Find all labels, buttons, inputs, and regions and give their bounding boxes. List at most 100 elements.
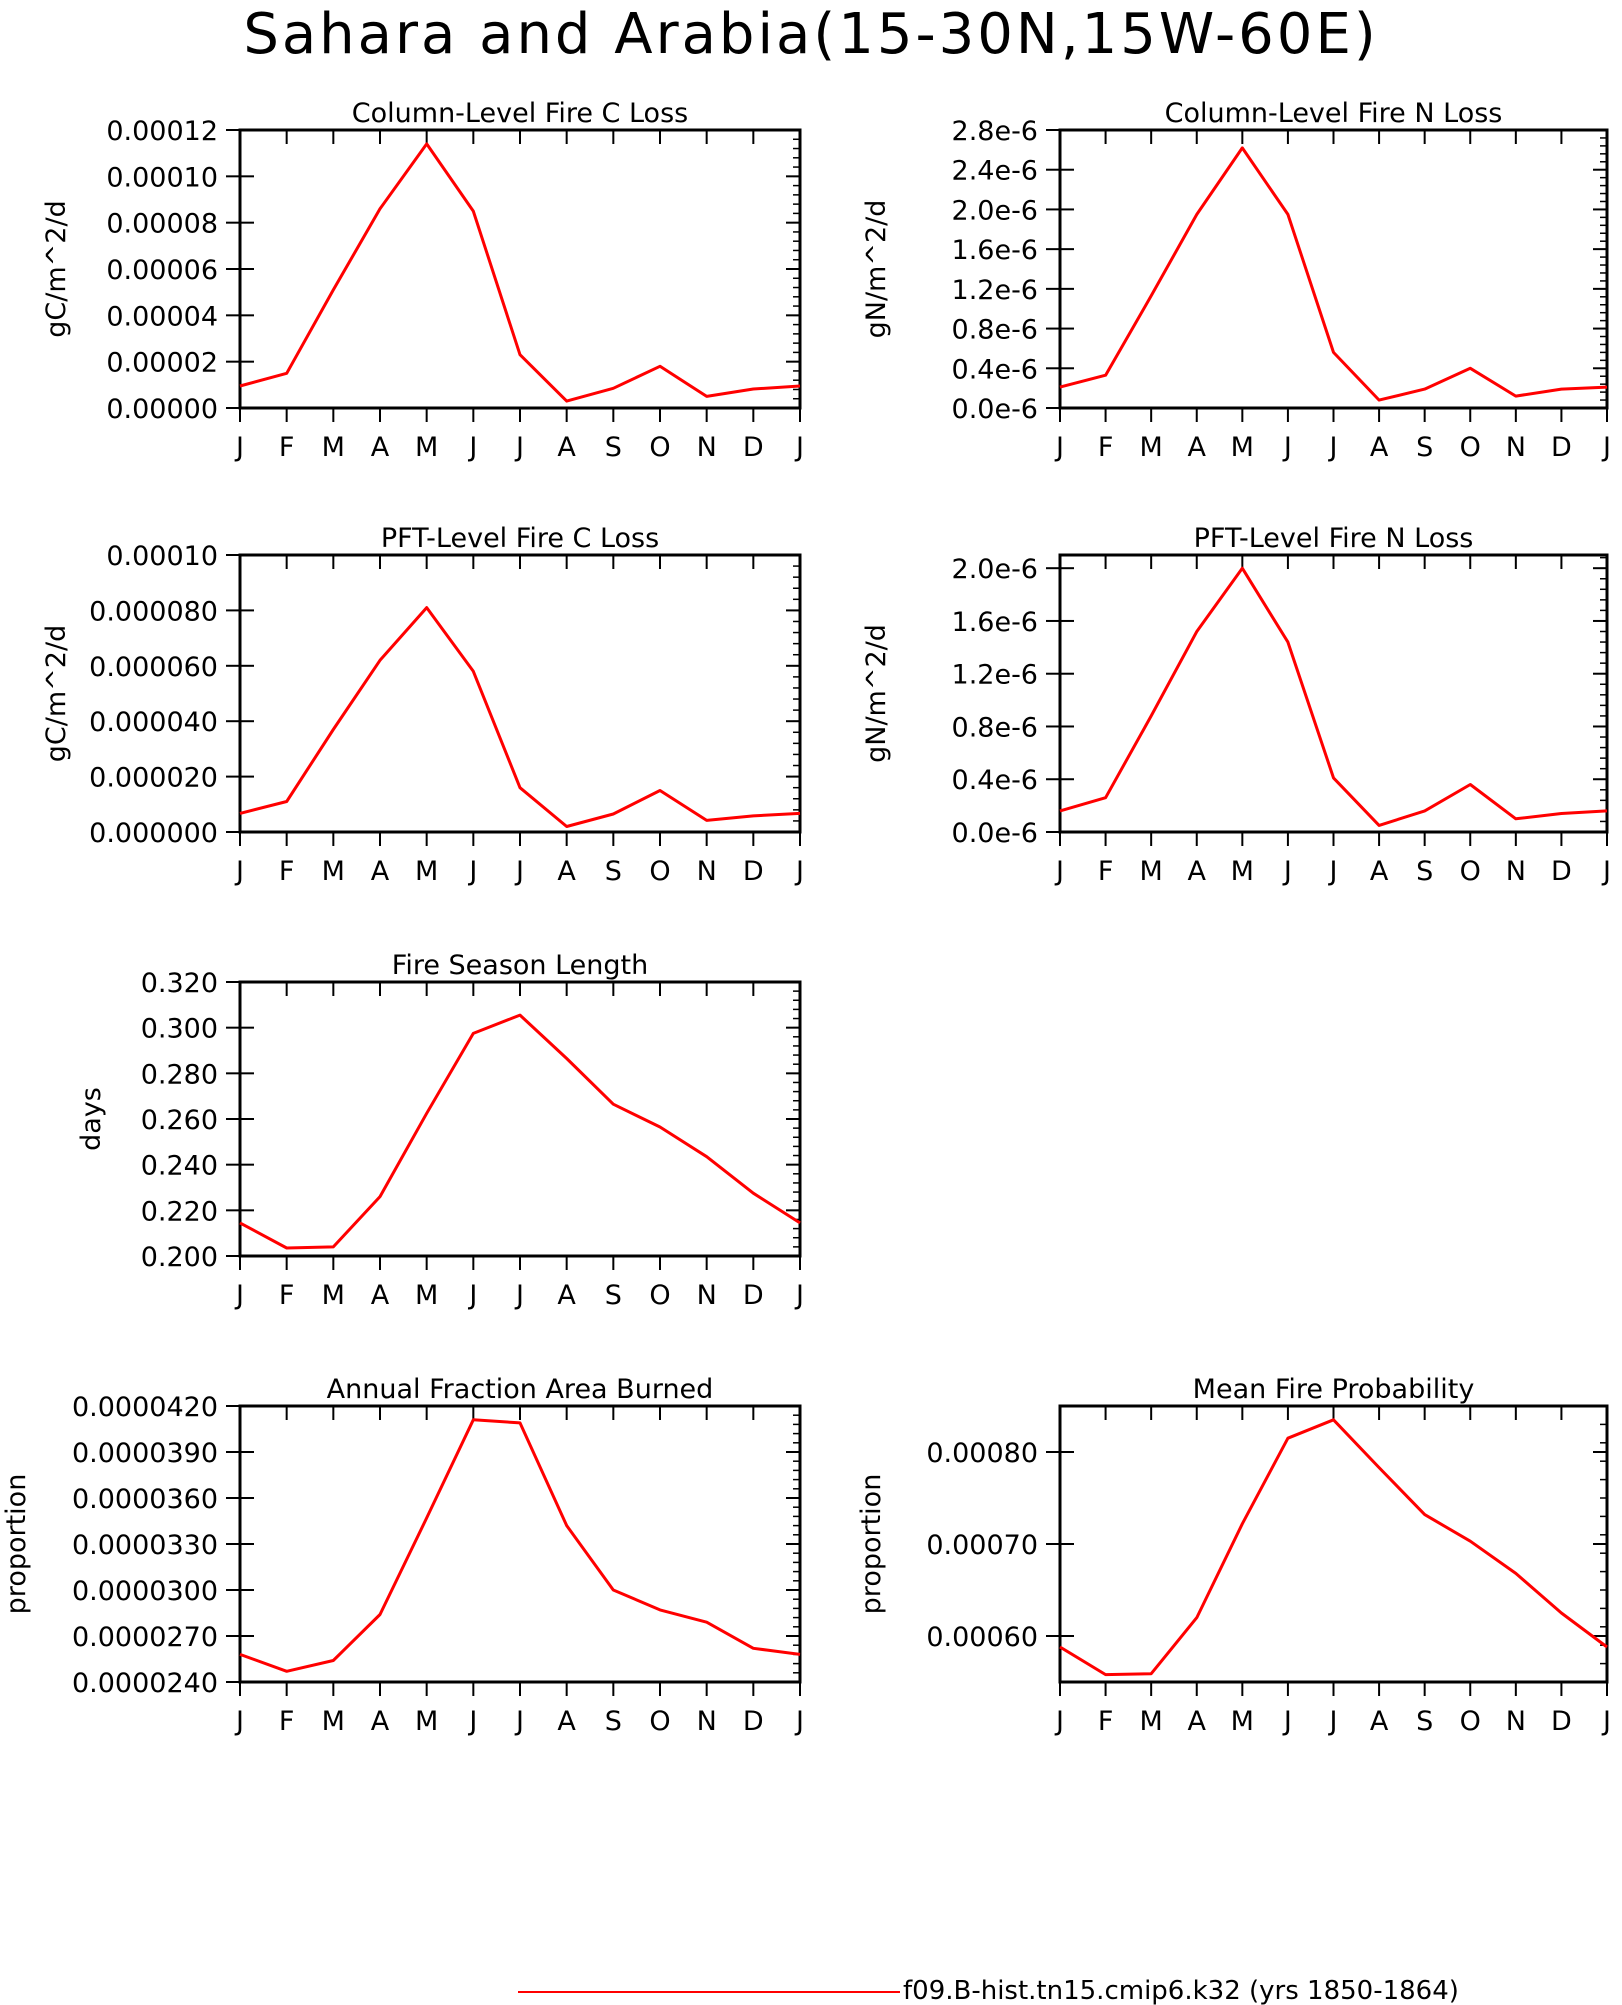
x-tick-label: J [1601,856,1611,887]
x-tick-label: J [467,1706,477,1737]
x-tick-label: J [794,1706,804,1737]
x-tick-label: A [371,432,390,463]
x-tick-label: S [605,1280,622,1311]
y-tick-label: 0.00010 [106,541,218,572]
x-tick-label: D [1551,432,1572,463]
x-tick-label: A [371,856,390,887]
x-tick-label: S [605,1706,622,1737]
y-tick-label: 0.8e-6 [952,712,1038,743]
x-tick-label: J [1054,1706,1064,1737]
x-tick-label: M [415,1280,438,1311]
x-tick-label: J [467,1280,477,1311]
x-tick-label: N [697,856,717,887]
x-tick-label: N [697,1706,717,1737]
series-line [239,1418,801,1673]
x-tick-label: J [1601,1706,1611,1737]
y-tick-label: 0.000060 [89,652,218,683]
y-tick-label: 0.0e-6 [952,394,1038,425]
panel-title: Column-Level Fire N Loss [1165,98,1503,129]
y-tick-label: 1.6e-6 [952,607,1038,638]
x-tick-label: A [371,1706,390,1737]
x-tick-label: M [1140,432,1163,463]
x-tick-label: M [322,432,345,463]
x-tick-label: N [1506,432,1526,463]
x-tick-label: F [279,1280,295,1311]
x-tick-label: M [1231,1706,1254,1737]
y-tick-label: 0.0000300 [72,1576,218,1607]
x-tick-label: O [649,1280,670,1311]
y-tick-label: 0.00010 [106,162,218,193]
y-tick-label: 2.8e-6 [952,116,1038,147]
y-axis-label: gC/m^2/d [41,200,72,337]
x-tick-label: N [697,432,717,463]
y-tick-label: 0.0000360 [72,1484,218,1515]
y-tick-label: 1.2e-6 [952,275,1038,306]
x-tick-label: J [467,856,477,887]
x-tick-label: S [1416,856,1433,887]
x-tick-label: J [1054,856,1064,887]
x-tick-label: O [1460,432,1481,463]
x-tick-label: J [1601,432,1611,463]
x-tick-label: A [1370,1706,1389,1737]
x-tick-label: A [1188,1706,1207,1737]
x-tick-label: J [234,432,244,463]
x-tick-label: M [1231,432,1254,463]
y-axis-label: gN/m^2/d [861,624,892,763]
y-tick-label: 0.8e-6 [952,315,1038,346]
x-tick-label: S [1416,432,1433,463]
y-axis-label: proportion [1,1474,32,1615]
y-tick-label: 0.000020 [89,763,218,794]
series-line [239,606,801,828]
x-tick-label: J [1328,1706,1338,1737]
x-tick-label: A [1370,856,1389,887]
x-tick-label: J [514,432,524,463]
x-tick-label: D [1551,1706,1572,1737]
y-tick-label: 0.00004 [106,301,218,332]
x-tick-label: J [234,1280,244,1311]
y-tick-label: 0.280 [141,1059,218,1090]
x-tick-label: J [234,856,244,887]
x-tick-label: D [743,432,764,463]
x-tick-label: J [467,432,477,463]
panel-title: Fire Season Length [392,950,648,981]
x-tick-label: J [794,432,804,463]
series-line [239,1013,801,1250]
x-tick-label: J [1282,432,1292,463]
y-tick-label: 2.0e-6 [952,554,1038,585]
x-tick-label: A [557,856,576,887]
y-tick-label: 0.300 [141,1014,218,1045]
x-tick-label: S [605,856,622,887]
x-tick-label: A [557,1280,576,1311]
y-axis-label: gN/m^2/d [861,200,892,339]
panel-title: PFT-Level Fire N Loss [1194,523,1474,554]
plot-frame [238,128,802,410]
x-tick-label: O [1460,856,1481,887]
x-tick-label: N [1506,856,1526,887]
series-line [1059,1418,1608,1677]
x-tick-label: J [1054,432,1064,463]
x-tick-label: J [794,856,804,887]
y-tick-label: 0.0e-6 [952,818,1038,849]
x-tick-label: S [1416,1706,1433,1737]
x-tick-label: A [557,1706,576,1737]
y-tick-label: 0.0000270 [72,1622,218,1653]
x-tick-label: J [1328,856,1338,887]
x-tick-label: J [514,856,524,887]
y-axis-label: proportion [856,1474,887,1615]
y-axis-label: days [76,1087,107,1151]
x-tick-label: J [514,1280,524,1311]
y-tick-label: 0.000080 [89,596,218,627]
y-tick-label: 0.220 [141,1196,218,1227]
x-tick-label: J [1282,1706,1292,1737]
x-tick-label: M [415,856,438,887]
y-tick-label: 0.000000 [89,818,218,849]
series-line [1059,566,1608,827]
y-tick-label: 0.00002 [106,348,218,379]
x-tick-label: A [1188,856,1207,887]
y-tick-label: 0.200 [141,1242,218,1273]
x-tick-label: N [1506,1706,1526,1737]
y-tick-label: 1.6e-6 [952,235,1038,266]
plot-frame [238,1404,802,1684]
x-tick-label: J [1328,432,1338,463]
